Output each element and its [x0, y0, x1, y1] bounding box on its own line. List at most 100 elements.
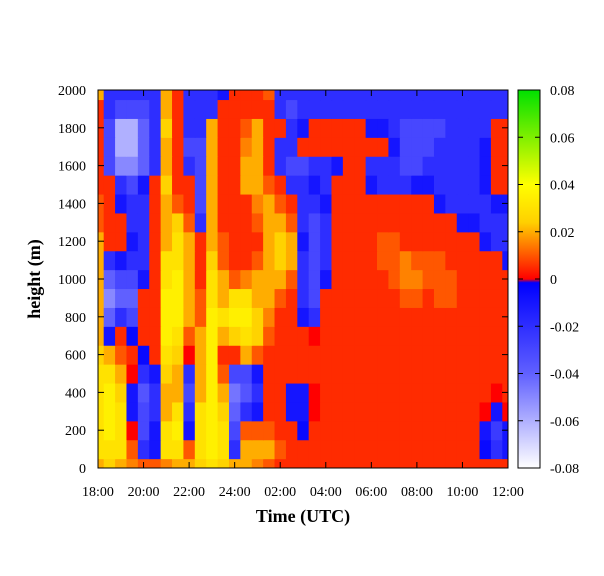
heatmap-cell	[388, 193, 401, 214]
heatmap-cell	[342, 307, 355, 327]
heatmap-cell	[98, 401, 105, 422]
heatmap-cell	[194, 269, 207, 290]
heatmap-cell	[183, 364, 196, 384]
heatmap-cell	[126, 193, 139, 214]
heatmap-cell	[126, 231, 139, 252]
heatmap-cell	[240, 175, 253, 195]
heatmap-cell	[479, 175, 492, 195]
heatmap-cell	[297, 118, 310, 138]
heatmap-cell	[342, 345, 355, 365]
heatmap-cell	[308, 269, 321, 290]
heatmap-cell	[285, 212, 298, 233]
heatmap-cell	[194, 401, 207, 422]
heatmap-cell	[445, 137, 458, 157]
heatmap-cell	[468, 269, 481, 290]
heatmap-cell	[411, 401, 424, 422]
heatmap-cell	[194, 212, 207, 233]
heatmap-cell	[399, 307, 412, 327]
heatmap-cell	[433, 269, 446, 290]
heatmap-cell	[240, 458, 253, 468]
y-axis: 0 200 400 600 800 1000 1200 1400 1600 1800 2000	[58, 84, 508, 477]
heatmap-cell	[149, 307, 162, 327]
heatmap-cell	[342, 99, 355, 119]
heatmap-cell	[183, 99, 196, 119]
heatmap-cell	[194, 345, 207, 365]
heatmap-cell	[126, 175, 139, 195]
heatmap-cell	[331, 307, 344, 327]
heatmap-cell	[217, 175, 230, 195]
heatmap-cell	[137, 326, 150, 346]
heatmap-cell	[194, 156, 207, 176]
heatmap-cell	[365, 212, 378, 233]
heatmap-cell	[342, 420, 355, 441]
heatmap-cell	[411, 439, 424, 460]
heatmap-cell	[342, 118, 355, 138]
colorbar-tick-label: 0.06	[550, 131, 575, 146]
y-tick-label: 1000	[58, 273, 86, 288]
heatmap-cell	[365, 420, 378, 441]
heatmap-cell	[479, 401, 492, 422]
heatmap-cell	[228, 99, 241, 119]
heatmap-cell	[285, 99, 298, 119]
heatmap-cell	[433, 382, 446, 403]
heatmap-cell	[456, 364, 469, 384]
heatmap-cell	[490, 193, 503, 214]
heatmap-cell	[354, 269, 367, 290]
heatmap-cell	[240, 420, 253, 441]
heatmap-cell	[331, 118, 344, 138]
heatmap-cell	[206, 250, 219, 271]
heatmap-cell	[183, 401, 196, 422]
heatmap-cell	[422, 458, 435, 468]
heatmap-cell	[365, 401, 378, 422]
heatmap-cell	[308, 401, 321, 422]
heatmap-cell	[263, 90, 276, 101]
colorbar-tick-label: -0.06	[550, 415, 579, 430]
heatmap-cell	[308, 193, 321, 214]
heatmap-cell	[251, 401, 264, 422]
heatmap-cell	[103, 364, 116, 384]
heatmap-cell	[285, 458, 298, 468]
colorbar-tick-label: -0.04	[550, 368, 579, 383]
heatmap-cell	[115, 326, 128, 346]
heatmap-cell	[388, 439, 401, 460]
heatmap-cell	[399, 345, 412, 365]
heatmap-cell	[274, 175, 287, 195]
heatmap-cell	[502, 175, 508, 195]
heatmap-cell	[422, 439, 435, 460]
heatmap-cell	[422, 99, 435, 119]
heatmap-cell	[115, 269, 128, 290]
heatmap-cell	[502, 364, 508, 384]
heatmap-cell	[263, 118, 276, 138]
heatmap-cell	[411, 193, 424, 214]
heatmap-cell	[388, 175, 401, 195]
heatmap-cell	[456, 401, 469, 422]
heatmap-cell	[365, 137, 378, 157]
heatmap-cell	[183, 212, 196, 233]
heatmap-cell	[263, 439, 276, 460]
heatmap-cell	[172, 118, 185, 138]
y-tick-label: 200	[65, 424, 86, 439]
heatmap-cell	[331, 326, 344, 346]
heatmap-cell	[285, 288, 298, 308]
heatmap-cell	[194, 326, 207, 346]
heatmap-cell	[490, 401, 503, 422]
heatmap-cell	[137, 118, 150, 138]
heatmap-cell	[422, 364, 435, 384]
heatmap-cell	[274, 193, 287, 214]
heatmap-cell	[342, 364, 355, 384]
heatmap-cell	[149, 364, 162, 384]
heatmap-cell	[490, 364, 503, 384]
heatmap-cell	[456, 250, 469, 271]
heatmap-cell	[240, 212, 253, 233]
heatmap-cell	[399, 401, 412, 422]
heatmap-cell	[183, 420, 196, 441]
heatmap-cell	[297, 90, 310, 101]
heatmap-cell	[320, 269, 333, 290]
heatmap-cell	[183, 345, 196, 365]
heatmap-cell	[115, 99, 128, 119]
heatmap-cell	[183, 288, 196, 308]
heatmap-cell	[468, 193, 481, 214]
heatmap-cell	[103, 118, 116, 138]
heatmap-cell	[183, 439, 196, 460]
heatmap-cell	[263, 137, 276, 157]
